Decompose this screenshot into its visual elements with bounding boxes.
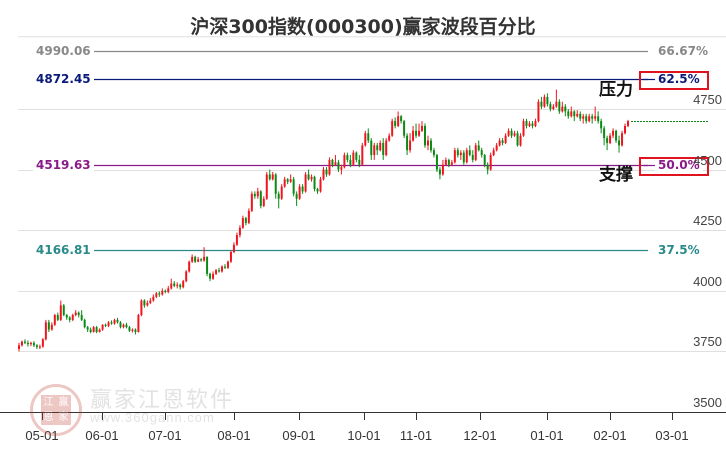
level-price-label: 4990.06 [33,43,94,58]
level-percent-label: 62.5% [655,71,703,86]
candles [18,89,629,352]
x-tick-label: 09-01 [282,428,316,443]
level-price-label: 4166.81 [33,242,94,257]
support-label: 支撑 [599,165,633,185]
level-percent-label: 37.5% [655,242,703,257]
x-tick-label: 06-01 [85,428,119,443]
x-tick-label: 01-01 [530,428,564,443]
y-tick-label: 3500 [693,395,722,410]
y-tick-label: 4250 [693,213,722,229]
level-percent-label: 50.0% [655,157,703,172]
resistance-label: 压力 [599,80,633,100]
x-tick-label: 07-01 [148,428,182,443]
x-axis [0,412,726,420]
percent-levels [90,50,655,252]
level-price-label: 4519.63 [33,157,94,172]
chart-title: 沪深300指数(000300)赢家波段百分比 [190,16,536,38]
y-tick-label: 4500 [693,152,722,168]
x-tick-label: 05-01 [25,428,59,443]
level-highlight-box [639,70,709,90]
x-tick-label: 03-01 [655,428,689,443]
x-tick-label: 02-01 [593,428,627,443]
y-tick-label: 3750 [693,334,722,350]
gridlines [18,36,726,352]
x-tick-label: 10-01 [347,428,381,443]
level-highlight-box [639,156,709,176]
level-price-label: 4872.45 [33,71,94,86]
y-tick-label: 4000 [693,273,722,289]
x-tick-label: 08-01 [217,428,251,443]
y-tick-label: 4750 [693,92,722,107]
x-tick-label: 11-01 [399,428,433,443]
x-tick-label: 12-01 [463,428,497,443]
level-percent-label: 66.67% [655,43,711,58]
